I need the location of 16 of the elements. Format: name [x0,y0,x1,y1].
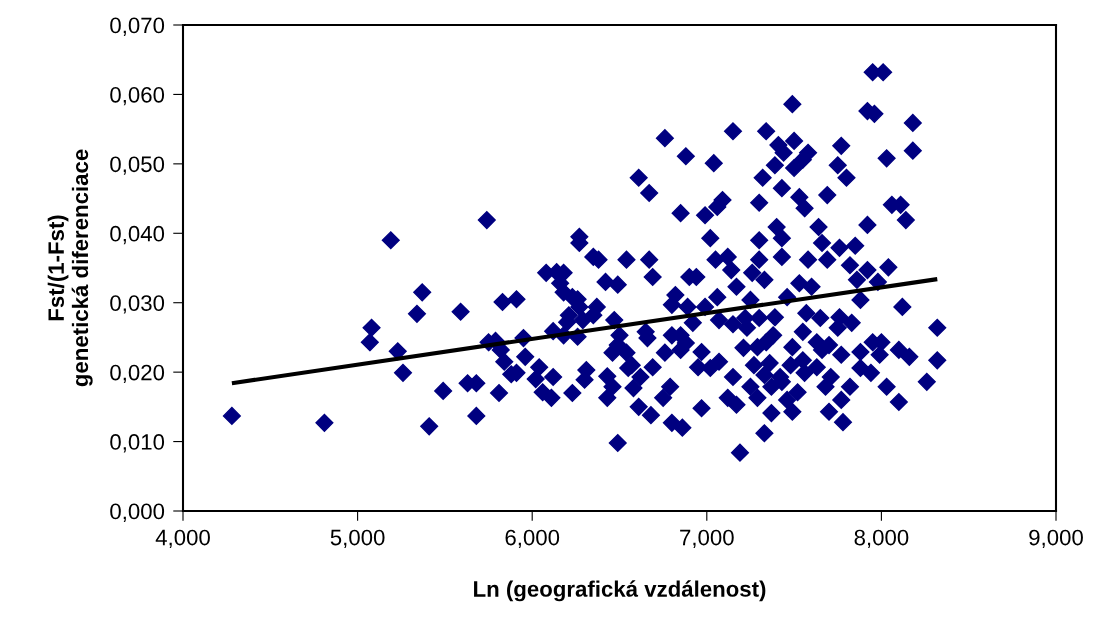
y-tick-label: 0,020 [110,364,165,384]
y-tick-label: 0,030 [110,295,165,314]
y-tick-label: 0,010 [110,434,165,453]
x-tick-label: 8,000 [854,529,909,548]
y-tick-label: 0,060 [110,86,165,106]
x-axis-title: Ln (geografická vzdálenost) [474,580,766,602]
y-axis-title: Fst/(1-Fst) genetická diferenciace [47,149,93,387]
x-tick-label: 7,000 [680,529,734,548]
y-tick-label: 0,050 [110,156,165,175]
x-tick-label: 4,000 [155,529,210,548]
y-tick-label: 0,000 [110,503,165,522]
y-tick-label: 0,070 [110,17,165,36]
x-tick-label: 5,000 [330,529,385,548]
y-tick-label: 0,040 [110,225,165,245]
x-tick-label: 6,000 [505,529,560,548]
x-tick-label: 9,000 [1029,529,1083,548]
